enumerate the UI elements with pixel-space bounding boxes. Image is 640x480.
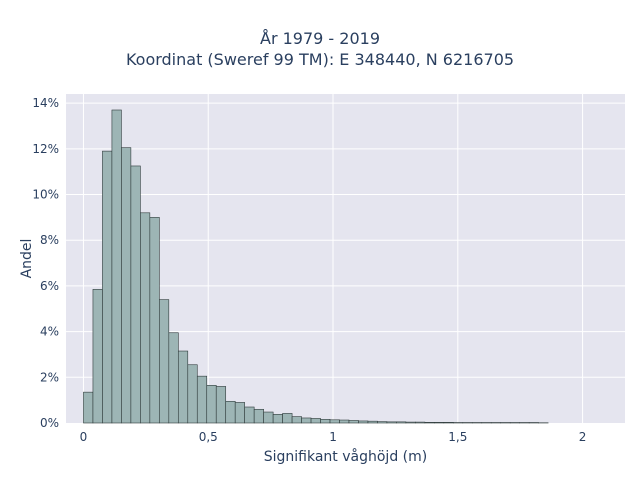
histogram-bar-19 bbox=[263, 411, 274, 424]
histogram-bar-7 bbox=[149, 217, 160, 424]
histogram-bar-38 bbox=[443, 422, 454, 424]
x-tick-label-4: 2 bbox=[579, 430, 587, 444]
y-tick-label-6: 12% bbox=[32, 142, 59, 156]
histogram-bars bbox=[83, 109, 549, 424]
histogram-bar-16 bbox=[234, 402, 245, 424]
histogram-bar-1 bbox=[92, 289, 103, 424]
histogram-bar-8 bbox=[159, 299, 170, 424]
y-axis-ticks: 0% 2% 4% 6% 8% 10% 12% 14% bbox=[32, 96, 59, 430]
histogram-bar-13 bbox=[206, 385, 217, 424]
histogram-bar-5 bbox=[130, 165, 141, 424]
x-axis-title: Signifikant våghöjd (m) bbox=[264, 448, 427, 465]
histogram-bar-2 bbox=[102, 150, 113, 424]
histogram-bar-30 bbox=[367, 420, 378, 424]
histogram-bar-9 bbox=[168, 332, 179, 424]
histogram-bar-32 bbox=[386, 421, 397, 424]
histogram-bar-26 bbox=[329, 419, 340, 424]
histogram-bar-4 bbox=[121, 147, 132, 424]
histogram-bar-17 bbox=[244, 406, 255, 424]
histogram-bar-24 bbox=[310, 418, 321, 424]
x-tick-label-2: 1 bbox=[329, 430, 337, 444]
histogram-bar-31 bbox=[377, 421, 388, 424]
histogram-bar-22 bbox=[291, 416, 302, 424]
x-tick-label-0: 0 bbox=[80, 430, 88, 444]
y-axis-title: Andel bbox=[19, 239, 35, 279]
chart-title-line-2: Koordinat (Sweref 99 TM): E 348440, N 62… bbox=[125, 50, 515, 69]
y-tick-label-2: 4% bbox=[40, 325, 59, 339]
histogram-bar-36 bbox=[424, 422, 435, 424]
histogram-bar-10 bbox=[177, 350, 189, 424]
y-tick-label-0: 0% bbox=[40, 416, 59, 430]
chart-title: År 1979 - 2019 Koordinat (Sweref 99 TM):… bbox=[0, 28, 640, 70]
histogram-bar-37 bbox=[434, 422, 445, 424]
y-tick-label-1: 2% bbox=[40, 370, 59, 384]
histogram-bar-29 bbox=[358, 420, 369, 424]
y-tick-label-7: 14% bbox=[32, 96, 59, 110]
histogram-bar-6 bbox=[140, 212, 151, 424]
histogram-bar-3 bbox=[111, 109, 122, 424]
x-tick-label-3: 1,5 bbox=[448, 430, 467, 444]
histogram-bar-23 bbox=[301, 417, 312, 424]
histogram-bar-15 bbox=[225, 400, 236, 424]
histogram-bar-33 bbox=[396, 421, 407, 424]
x-axis-ticks: 0 0,5 1 1,5 2 bbox=[80, 430, 587, 444]
chart-title-line-1: År 1979 - 2019 bbox=[260, 29, 380, 48]
histogram-bar-11 bbox=[187, 364, 198, 424]
histogram-bar-0 bbox=[83, 391, 94, 424]
y-tick-label-5: 10% bbox=[32, 188, 59, 202]
histogram-bar-12 bbox=[196, 375, 208, 424]
histogram-bar-20 bbox=[272, 414, 283, 424]
histogram-bar-34 bbox=[405, 421, 416, 424]
x-tick-label-1: 0,5 bbox=[199, 430, 218, 444]
histogram-bar-27 bbox=[339, 419, 350, 424]
histogram-bar-14 bbox=[215, 386, 227, 424]
y-tick-label-3: 6% bbox=[40, 279, 59, 293]
y-tick-label-4: 8% bbox=[40, 233, 59, 247]
histogram-bar-18 bbox=[253, 408, 264, 424]
histogram-bar-35 bbox=[415, 421, 426, 424]
histogram-bar-25 bbox=[320, 419, 331, 424]
histogram-bar-28 bbox=[348, 420, 359, 424]
histogram-bar-21 bbox=[282, 413, 293, 424]
